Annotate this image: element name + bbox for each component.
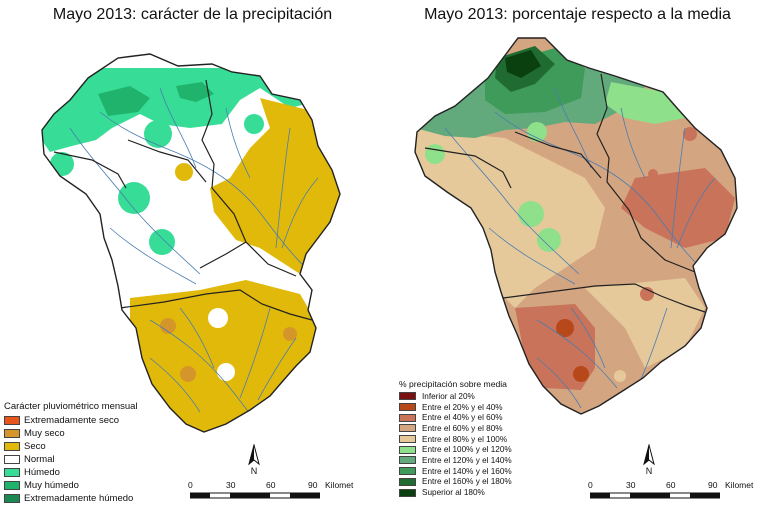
left-legend-title: Carácter pluviométrico mensual xyxy=(4,401,138,412)
right-legend-label: Entre el 80% y el 100% xyxy=(422,434,508,444)
right-legend-item: Entre el 100% y el 120% xyxy=(399,444,512,455)
right-legend-item: Inferior al 20% xyxy=(399,391,512,402)
left-legend-item: Muy seco xyxy=(4,427,138,440)
left-map-panel: Mayo 2013: carácter de la precipitación xyxy=(4,6,388,505)
right-legend-label: Entre el 60% y el 80% xyxy=(422,423,503,433)
right-legend-items: Inferior al 20% Entre el 20% y el 40% Entr… xyxy=(399,391,512,498)
north-arrow-icon xyxy=(643,443,655,466)
left-north-label: N xyxy=(250,466,258,476)
right-legend-item: Entre el 120% y el 140% xyxy=(399,455,512,466)
right-scale-tick-90: 90 xyxy=(708,480,718,490)
left-legend-label: Muy húmedo xyxy=(24,480,79,491)
left-scale-tick-90: 90 xyxy=(308,480,318,490)
left-legend-swatch xyxy=(4,468,20,477)
left-scale-tick-60: 60 xyxy=(266,480,276,490)
right-legend-item: Entre el 20% y el 40% xyxy=(399,402,512,413)
left-legend: Carácter pluviométrico mensual Extremada… xyxy=(4,401,138,505)
right-legend-swatch xyxy=(399,477,416,486)
right-legend-label: Entre el 40% y el 60% xyxy=(422,413,503,423)
left-legend-label: Húmedo xyxy=(24,467,60,478)
left-legend-label: Normal xyxy=(24,454,55,465)
right-scale-bar-graphic xyxy=(590,492,720,499)
left-legend-item: Extremadamente húmedo xyxy=(4,492,138,505)
left-legend-swatch xyxy=(4,429,20,438)
left-legend-swatch xyxy=(4,481,20,490)
left-scale-bar: 0 30 60 90 Kilomet xyxy=(188,480,388,504)
left-scale-bar-graphic xyxy=(190,492,320,499)
right-north-label: N xyxy=(645,466,653,476)
left-legend-label: Muy seco xyxy=(24,428,65,439)
right-scale-tick-0: 0 xyxy=(588,480,593,490)
right-map-title: Mayo 2013: porcentaje respecto a la medi… xyxy=(424,6,731,23)
right-legend-swatch xyxy=(399,488,416,497)
right-scale-bar: 0 30 60 90 Kilomet xyxy=(588,480,768,504)
right-legend-swatch xyxy=(399,456,416,465)
left-legend-label: Seco xyxy=(24,441,46,452)
right-legend-label: Entre el 140% y el 160% xyxy=(422,466,512,476)
left-legend-item: Normal xyxy=(4,453,138,466)
left-legend-items: Extremadamente seco Muy seco Seco Normal Húm… xyxy=(4,414,138,505)
right-legend-swatch xyxy=(399,467,416,476)
left-scale-tick-30: 30 xyxy=(226,480,236,490)
north-arrow-icon xyxy=(248,443,260,466)
right-map-panel: Mayo 2013: porcentaje respecto a la medi… xyxy=(385,0,770,513)
left-legend-swatch xyxy=(4,442,20,451)
left-north-arrow: N xyxy=(246,443,262,476)
left-legend-item: Muy húmedo xyxy=(4,479,138,492)
right-legend-label: Entre el 160% y el 180% xyxy=(422,477,512,487)
right-legend-swatch xyxy=(399,392,416,401)
right-legend-item: Entre el 80% y el 100% xyxy=(399,434,512,445)
right-legend-label: Entre el 120% y el 140% xyxy=(422,455,512,465)
right-legend-item: Superior al 180% xyxy=(399,487,512,498)
right-scale-unit: Kilomet xyxy=(725,480,754,490)
right-legend-swatch xyxy=(399,403,416,412)
left-legend-item: Extremadamente seco xyxy=(4,414,138,427)
left-map-title: Mayo 2013: carácter de la precipitación xyxy=(52,6,333,23)
right-legend-item: Entre el 160% y el 180% xyxy=(399,477,512,488)
right-legend-item: Entre el 40% y el 60% xyxy=(399,412,512,423)
left-legend-item: Seco xyxy=(4,440,138,453)
right-legend-swatch xyxy=(399,445,416,454)
right-legend-label: Entre el 20% y el 40% xyxy=(422,402,503,412)
right-legend-swatch xyxy=(399,413,416,422)
right-legend-item: Entre el 140% y el 160% xyxy=(399,466,512,477)
left-scale-unit: Kilomet xyxy=(325,480,354,490)
left-legend-swatch xyxy=(4,455,20,464)
left-legend-label: Extremadamente húmedo xyxy=(24,493,134,504)
right-scale-tick-30: 30 xyxy=(626,480,636,490)
right-legend-title: % precipitación sobre media xyxy=(399,379,507,389)
right-legend-label: Inferior al 20% xyxy=(422,391,475,401)
right-legend-label: Superior al 180% xyxy=(422,488,485,498)
right-legend-label: Entre el 100% y el 120% xyxy=(422,445,512,455)
right-legend-swatch xyxy=(399,435,416,444)
left-legend-swatch xyxy=(4,494,20,503)
left-precipitation-character-map xyxy=(41,53,341,433)
right-precipitation-percentage-map xyxy=(414,37,738,415)
right-north-arrow: N xyxy=(641,443,657,476)
right-legend-swatch xyxy=(399,424,416,433)
right-legend: % precipitación sobre media Inferior al … xyxy=(399,379,512,498)
left-scale-tick-0: 0 xyxy=(188,480,193,490)
right-legend-item: Entre el 60% y el 80% xyxy=(399,423,512,434)
left-legend-swatch xyxy=(4,416,20,425)
left-legend-label: Extremadamente seco xyxy=(24,415,120,426)
right-scale-tick-60: 60 xyxy=(666,480,676,490)
left-legend-item: Húmedo xyxy=(4,466,138,479)
